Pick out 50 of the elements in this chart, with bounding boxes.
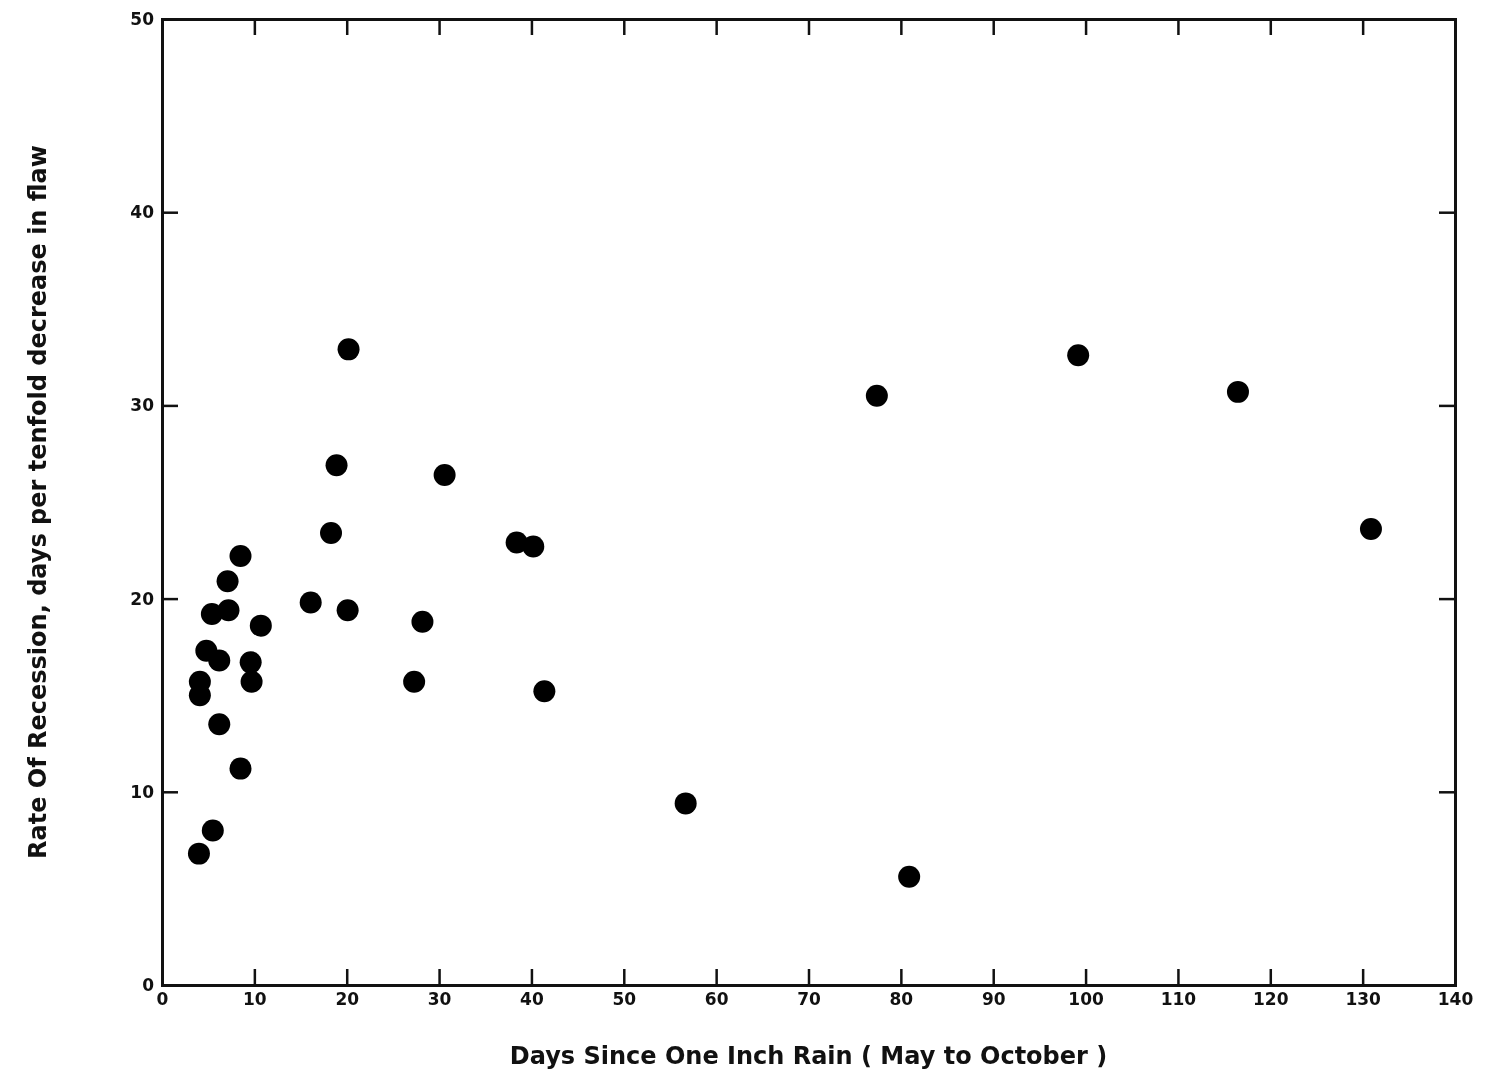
y-tick-label: 20 xyxy=(130,588,155,609)
y-axis-title: Rate Of Recession, days per tenfold decrease in flaw xyxy=(24,145,52,859)
x-tick-label: 120 xyxy=(1253,989,1289,1010)
x-tick-label: 0 xyxy=(156,989,169,1010)
point xyxy=(229,545,252,568)
point xyxy=(320,521,343,544)
point xyxy=(522,535,545,558)
x-tick-label: 70 xyxy=(797,989,821,1010)
point xyxy=(337,338,360,361)
y-tick-label: 40 xyxy=(130,202,155,223)
point xyxy=(208,713,231,736)
x-tick-label: 60 xyxy=(704,989,729,1010)
x-tick-label: 140 xyxy=(1437,989,1474,1010)
x-tick-label: 40 xyxy=(520,989,544,1010)
x-tick-label: 130 xyxy=(1345,989,1382,1010)
point xyxy=(187,842,210,865)
y-tick-label: 30 xyxy=(130,395,155,416)
point xyxy=(674,792,697,815)
y-tick-label: 0 xyxy=(142,974,155,995)
x-tick-label: 50 xyxy=(612,989,637,1010)
x-axis-title: Days Since One Inch Rain ( May to October ) xyxy=(509,1042,1108,1070)
y-tick-label: 50 xyxy=(130,8,155,29)
y-tick-label: 10 xyxy=(130,781,155,802)
point xyxy=(1226,380,1249,403)
x-tick-label: 80 xyxy=(889,989,914,1010)
point xyxy=(336,599,359,622)
point xyxy=(208,649,231,672)
point xyxy=(1067,344,1090,367)
point xyxy=(216,570,239,593)
point xyxy=(865,384,888,407)
point xyxy=(229,757,252,780)
point xyxy=(403,670,426,693)
point xyxy=(299,591,322,614)
point xyxy=(411,610,434,633)
point xyxy=(433,463,456,486)
point xyxy=(898,865,921,888)
x-tick-label: 110 xyxy=(1160,989,1197,1010)
point xyxy=(1359,518,1382,541)
x-tick-label: 30 xyxy=(427,989,452,1010)
point xyxy=(239,651,262,674)
point xyxy=(325,454,348,477)
point xyxy=(217,599,240,622)
point xyxy=(249,614,272,637)
x-tick-label: 90 xyxy=(981,989,1006,1010)
point xyxy=(240,670,263,693)
x-tick-label: 10 xyxy=(243,989,267,1010)
x-tick-label: 20 xyxy=(335,989,360,1010)
x-tick-label: 100 xyxy=(1068,989,1104,1010)
point xyxy=(533,680,556,703)
point xyxy=(201,819,224,842)
